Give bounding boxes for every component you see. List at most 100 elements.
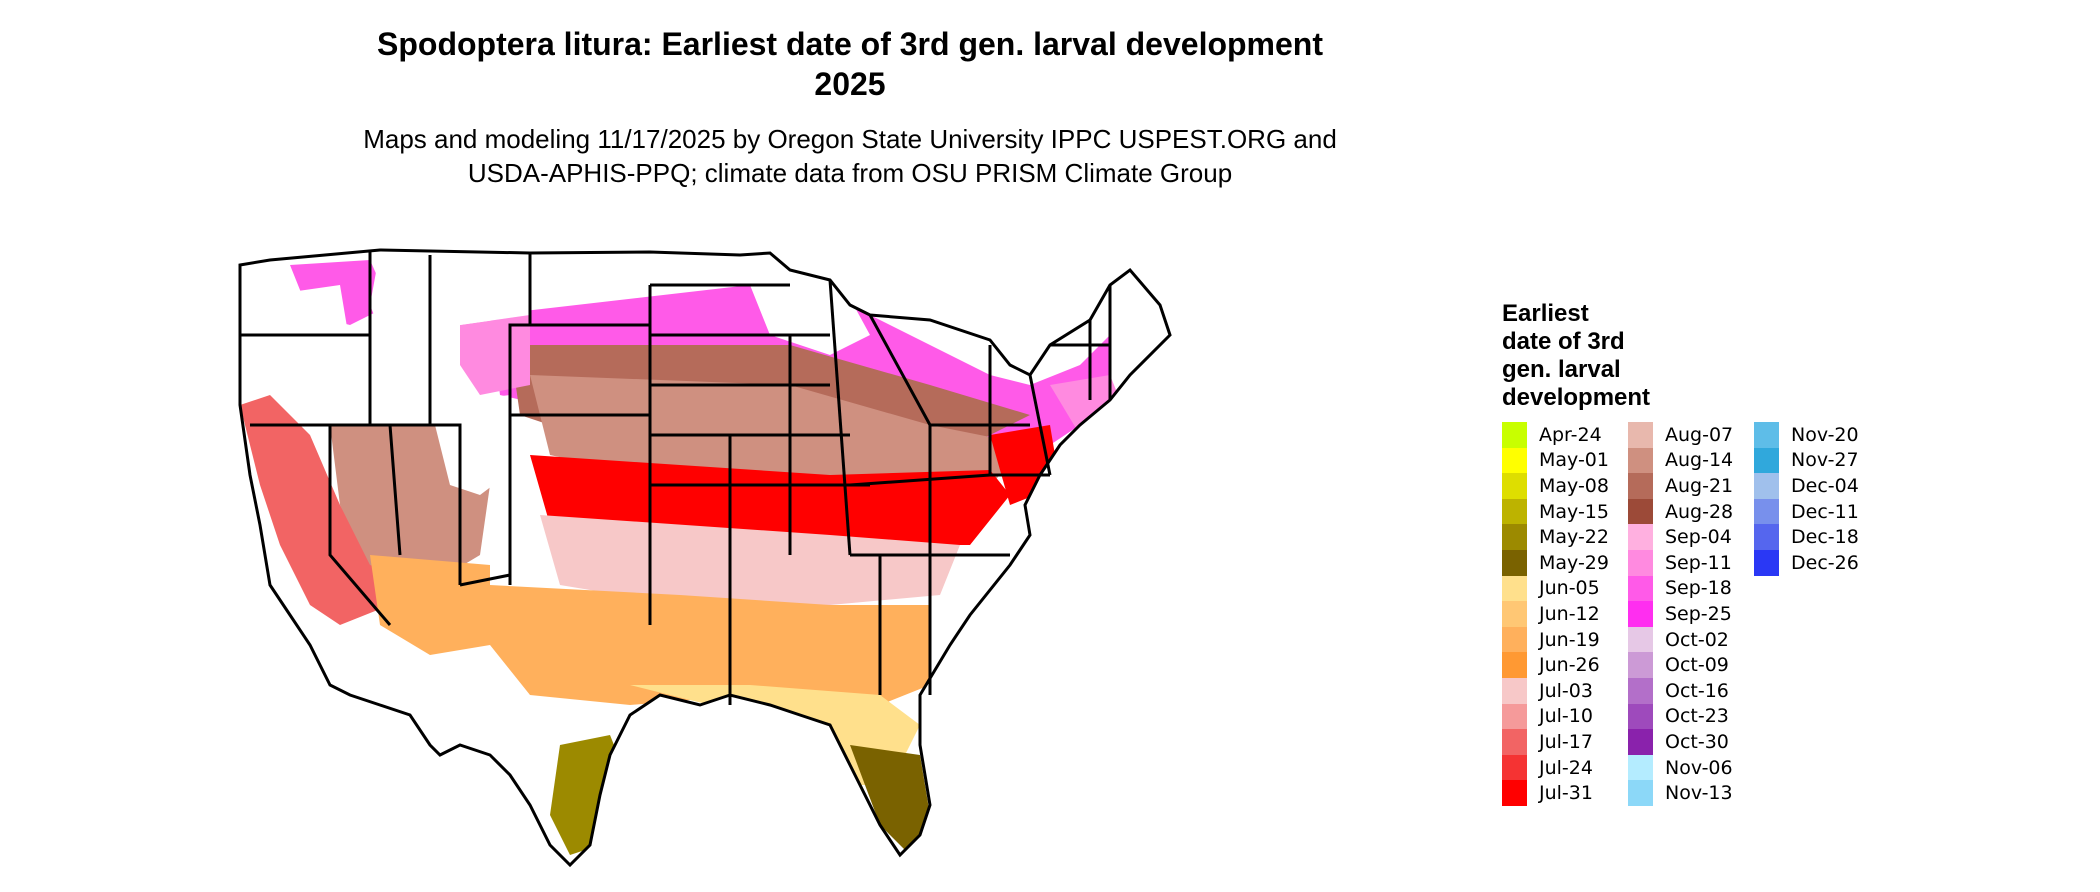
legend-column-2: Aug-07 Aug-14 Aug-21 Aug-28 Sep-04 Sep-11 Sep-…: [1628, 422, 1733, 806]
subtitle-line-1: Maps and modeling 11/17/2025 by Oregon S…: [363, 124, 1337, 154]
legend-swatch: [1502, 780, 1527, 806]
legend-item: Nov-20: [1754, 422, 1859, 448]
legend-item: Jun-05: [1502, 575, 1609, 602]
legend-item: Jul-17: [1502, 729, 1609, 755]
legend-item: Dec-18: [1754, 524, 1859, 550]
legend-item: Oct-02: [1628, 626, 1733, 653]
legend-item: Sep-25: [1628, 601, 1733, 627]
legend-label: Aug-14: [1665, 449, 1734, 472]
legend-label: May-22: [1539, 526, 1609, 549]
legend-swatch: [1502, 601, 1527, 627]
legend-item: Sep-11: [1628, 549, 1733, 576]
legend-item: Sep-04: [1628, 524, 1733, 550]
legend-label: Jun-26: [1539, 654, 1600, 677]
legend-title: Earliest date of 3rd gen. larval develop…: [1502, 300, 1722, 412]
legend-label: Aug-21: [1665, 474, 1734, 497]
legend-label: Sep-18: [1665, 577, 1732, 600]
legend-label: Oct-30: [1665, 730, 1729, 753]
legend-label: Oct-09: [1665, 654, 1729, 677]
legend-swatch: [1502, 549, 1527, 576]
legend-swatch: [1754, 447, 1779, 474]
legend-item: May-22: [1502, 524, 1609, 550]
legend-swatch: [1754, 549, 1779, 576]
map-subtitle: Maps and modeling 11/17/2025 by Oregon S…: [300, 122, 1400, 190]
legend-label: Aug-07: [1665, 423, 1734, 446]
title-line-1: Spodoptera litura: Earliest date of 3rd …: [377, 26, 1323, 62]
legend-swatch: [1628, 754, 1653, 781]
legend-swatch: [1628, 626, 1653, 653]
legend-item: Dec-26: [1754, 549, 1859, 576]
legend-swatch: [1754, 473, 1779, 499]
legend-swatch: [1502, 575, 1527, 602]
legend-item: Jun-19: [1502, 626, 1609, 653]
legend-item: May-15: [1502, 498, 1609, 525]
legend-label: Oct-16: [1665, 679, 1729, 702]
legend-label: Dec-18: [1791, 526, 1859, 549]
legend-label: May-15: [1539, 500, 1609, 523]
legend-swatch: [1502, 729, 1527, 755]
legend-label: Jul-24: [1539, 756, 1593, 779]
legend-item: Aug-07: [1628, 422, 1733, 448]
legend-item: May-01: [1502, 447, 1609, 474]
us-map-graphic: [238, 248, 1172, 868]
legend-label: Nov-06: [1665, 756, 1733, 779]
legend-swatch: [1502, 422, 1527, 448]
legend-swatch: [1754, 498, 1779, 525]
legend-swatch: [1628, 703, 1653, 730]
legend-swatch: [1628, 729, 1653, 755]
legend-item: Nov-13: [1628, 780, 1733, 806]
legend-swatch: [1628, 677, 1653, 704]
legend-swatch: [1628, 575, 1653, 602]
legend-swatch: [1628, 601, 1653, 627]
legend-item: May-08: [1502, 473, 1609, 499]
legend-item: Jul-31: [1502, 780, 1609, 806]
legend-item: Apr-24: [1502, 422, 1609, 448]
legend-swatch: [1628, 498, 1653, 525]
legend-item: Nov-27: [1754, 447, 1859, 474]
legend-item: Dec-04: [1754, 473, 1859, 499]
legend-swatch: [1502, 524, 1527, 550]
us-map: [230, 225, 1470, 885]
legend-swatch: [1502, 626, 1527, 653]
legend-label: Sep-25: [1665, 602, 1732, 625]
legend-swatch: [1628, 422, 1653, 448]
legend-column-3: Nov-20 Nov-27 Dec-04 Dec-11 Dec-18 Dec-26: [1754, 422, 1859, 576]
legend-item: Oct-30: [1628, 729, 1733, 755]
legend-label: Oct-02: [1665, 628, 1729, 651]
legend-label: Nov-27: [1791, 449, 1859, 472]
legend-label: Sep-11: [1665, 551, 1732, 574]
legend-title-line: Earliest: [1502, 300, 1589, 327]
legend-item: Sep-18: [1628, 575, 1733, 602]
legend-swatch: [1628, 780, 1653, 806]
legend-item: Aug-28: [1628, 498, 1733, 525]
legend-swatch: [1628, 473, 1653, 499]
legend-swatch: [1628, 549, 1653, 576]
map-title: Spodoptera litura: Earliest date of 3rd …: [300, 24, 1400, 104]
legend-title-line: date of 3rd: [1502, 328, 1625, 355]
legend-label: Oct-23: [1665, 705, 1729, 728]
legend-item: Jun-12: [1502, 601, 1609, 627]
legend-label: Jul-31: [1539, 782, 1593, 805]
legend-swatch: [1502, 677, 1527, 704]
legend-label: Nov-13: [1665, 782, 1733, 805]
state-borders: [238, 248, 1172, 868]
legend-label: Nov-20: [1791, 423, 1859, 446]
legend-swatch: [1754, 524, 1779, 550]
legend-swatch: [1628, 447, 1653, 474]
legend-item: Aug-21: [1628, 473, 1733, 499]
legend-label: Jun-19: [1539, 628, 1600, 651]
legend-label: Jul-03: [1539, 679, 1593, 702]
legend-item: Oct-16: [1628, 677, 1733, 704]
legend-item: Aug-14: [1628, 447, 1734, 474]
legend-label: Sep-04: [1665, 526, 1732, 549]
legend-swatch: [1628, 652, 1653, 678]
legend-label: May-01: [1539, 449, 1609, 472]
subtitle-line-2: USDA-APHIS-PPQ; climate data from OSU PR…: [467, 158, 1233, 188]
legend-swatch: [1502, 447, 1527, 474]
legend-item: May-29: [1502, 549, 1609, 576]
legend-label: Jun-12: [1539, 602, 1600, 625]
legend-label: May-08: [1539, 474, 1609, 497]
legend-label: Dec-26: [1791, 551, 1859, 574]
legend-swatch: [1502, 473, 1527, 499]
legend-label: Dec-04: [1791, 474, 1859, 497]
